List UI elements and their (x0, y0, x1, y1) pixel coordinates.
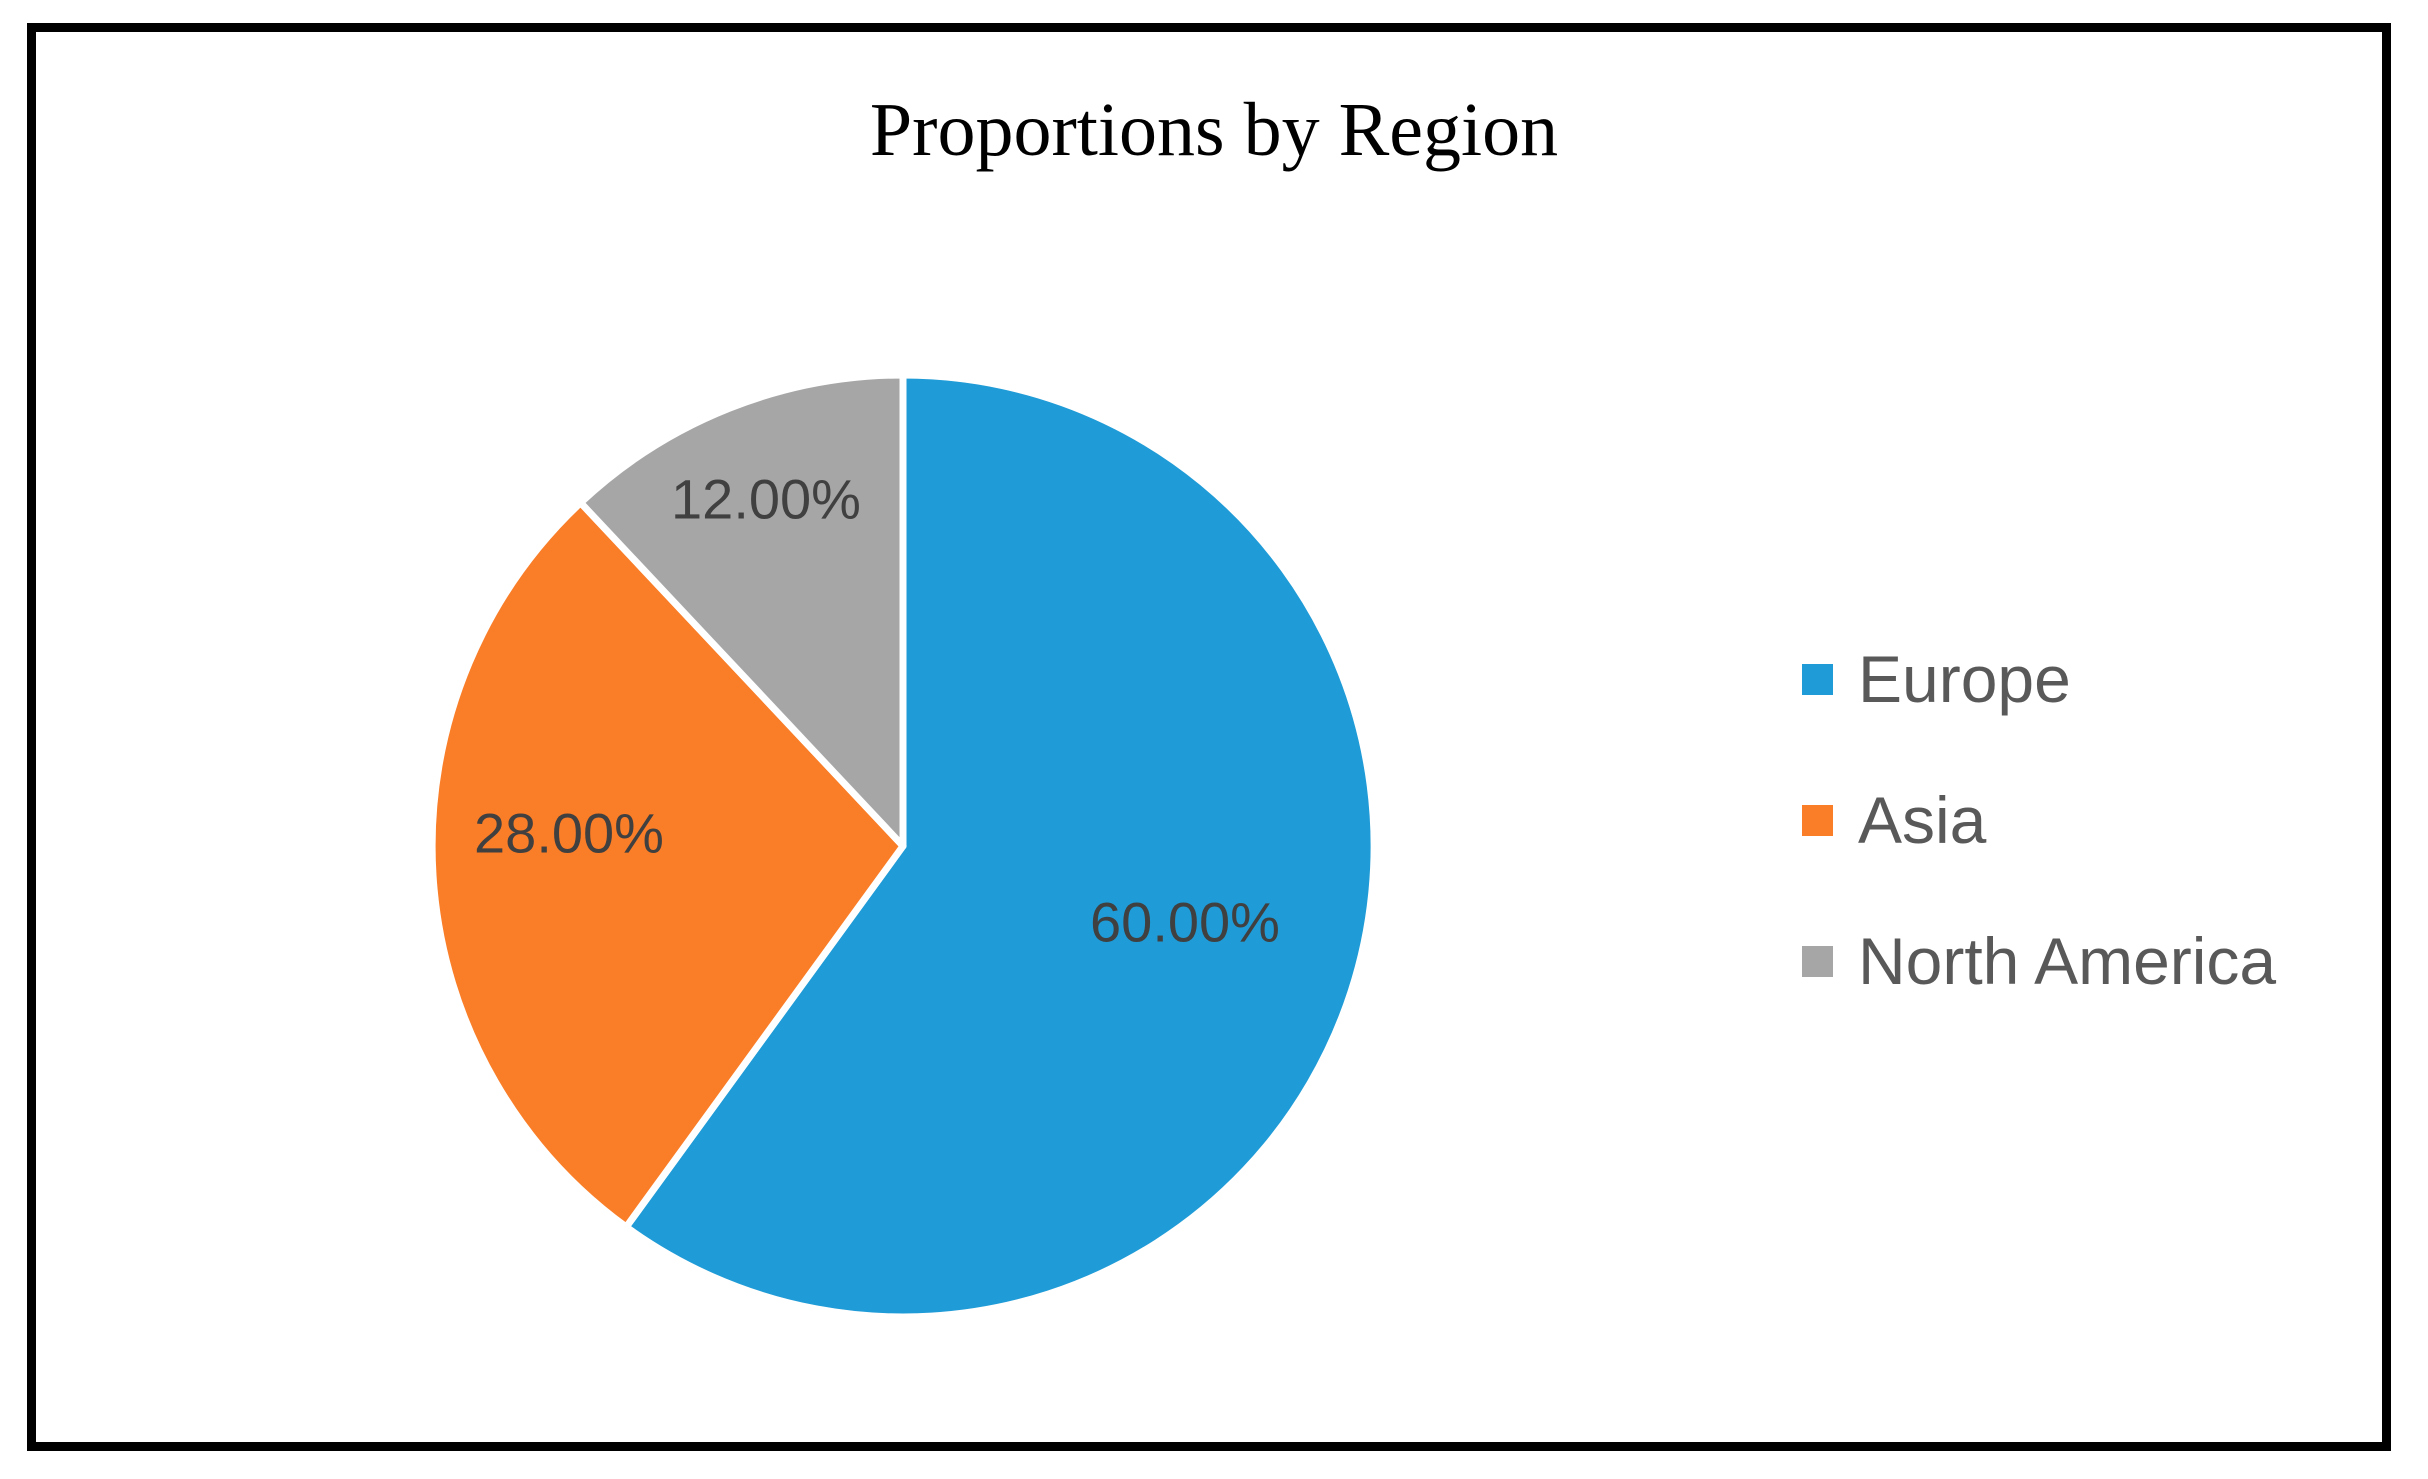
legend-label-europe: Europe (1858, 642, 2071, 716)
pie-slice-europe (622, 371, 1378, 1321)
legend-swatch-north-america-icon (1802, 945, 1833, 977)
pie-slice-north-america (577, 371, 907, 850)
legend-swatch-europe-icon (1802, 663, 1833, 695)
legend-label-north-america: North America (1858, 924, 2277, 998)
chart-title: Proportions by Region (869, 88, 1559, 172)
legend-label-asia: Asia (1858, 783, 1987, 857)
slice-label-north-america: 12.00% (671, 468, 861, 531)
slice-label-asia: 28.00% (474, 802, 664, 865)
pie-slice-asia (428, 499, 907, 1231)
legend-swatch-asia-icon (1802, 804, 1833, 836)
legend-item-europe: Europe (1802, 644, 2276, 714)
slice-label-europe: 60.00% (1090, 891, 1280, 954)
legend-item-north-america: North America (1802, 926, 2276, 996)
legend-item-asia: Asia (1802, 785, 2276, 855)
chart-legend: Europe Asia North America (1802, 644, 2276, 996)
